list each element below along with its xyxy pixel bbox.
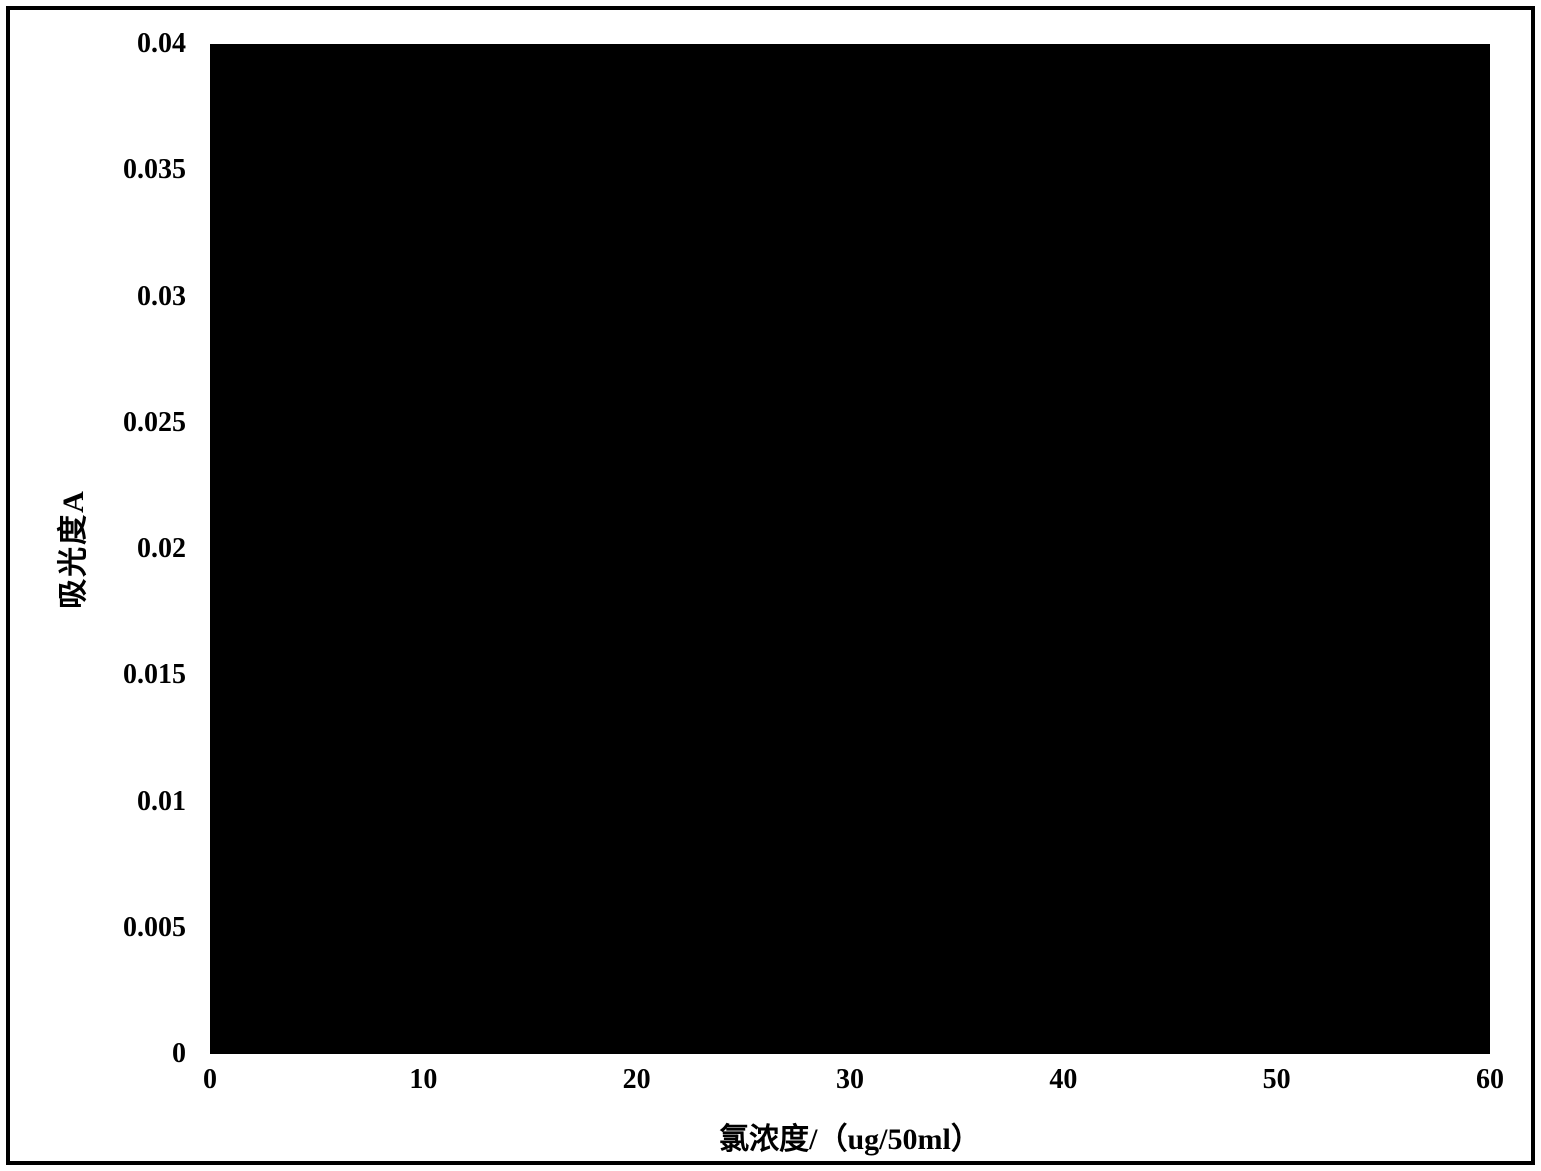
y-tick-6: 0.03 bbox=[137, 281, 186, 313]
y-tick-2: 0.01 bbox=[137, 786, 186, 818]
y-tick-8: 0.04 bbox=[137, 28, 186, 60]
x-axis-ticks: 0 10 20 30 40 50 60 bbox=[210, 1064, 1490, 1104]
x-tick-1: 10 bbox=[409, 1064, 437, 1096]
x-axis-title: 氯浓度/（ug/50ml） bbox=[210, 1114, 1490, 1158]
plot-area bbox=[210, 44, 1490, 1054]
chart-outer-frame: 吸光度A 0 0.005 0.01 0.015 0.02 0.025 0.03 … bbox=[6, 6, 1535, 1165]
y-tick-3: 0.015 bbox=[123, 659, 186, 691]
x-tick-6: 60 bbox=[1476, 1064, 1504, 1096]
y-tick-7: 0.035 bbox=[123, 154, 186, 186]
x-tick-5: 50 bbox=[1263, 1064, 1291, 1096]
x-tick-4: 40 bbox=[1049, 1064, 1077, 1096]
x-tick-3: 30 bbox=[836, 1064, 864, 1096]
y-tick-4: 0.02 bbox=[137, 533, 186, 565]
y-tick-0: 0 bbox=[172, 1038, 186, 1070]
x-tick-0: 0 bbox=[203, 1064, 217, 1096]
y-axis-ticks: 0 0.005 0.01 0.015 0.02 0.025 0.03 0.035… bbox=[10, 44, 200, 1054]
x-tick-2: 20 bbox=[623, 1064, 651, 1096]
y-tick-5: 0.025 bbox=[123, 407, 186, 439]
y-tick-1: 0.005 bbox=[123, 912, 186, 944]
chart-container: 吸光度A 0 0.005 0.01 0.015 0.02 0.025 0.03 … bbox=[0, 0, 1541, 1171]
